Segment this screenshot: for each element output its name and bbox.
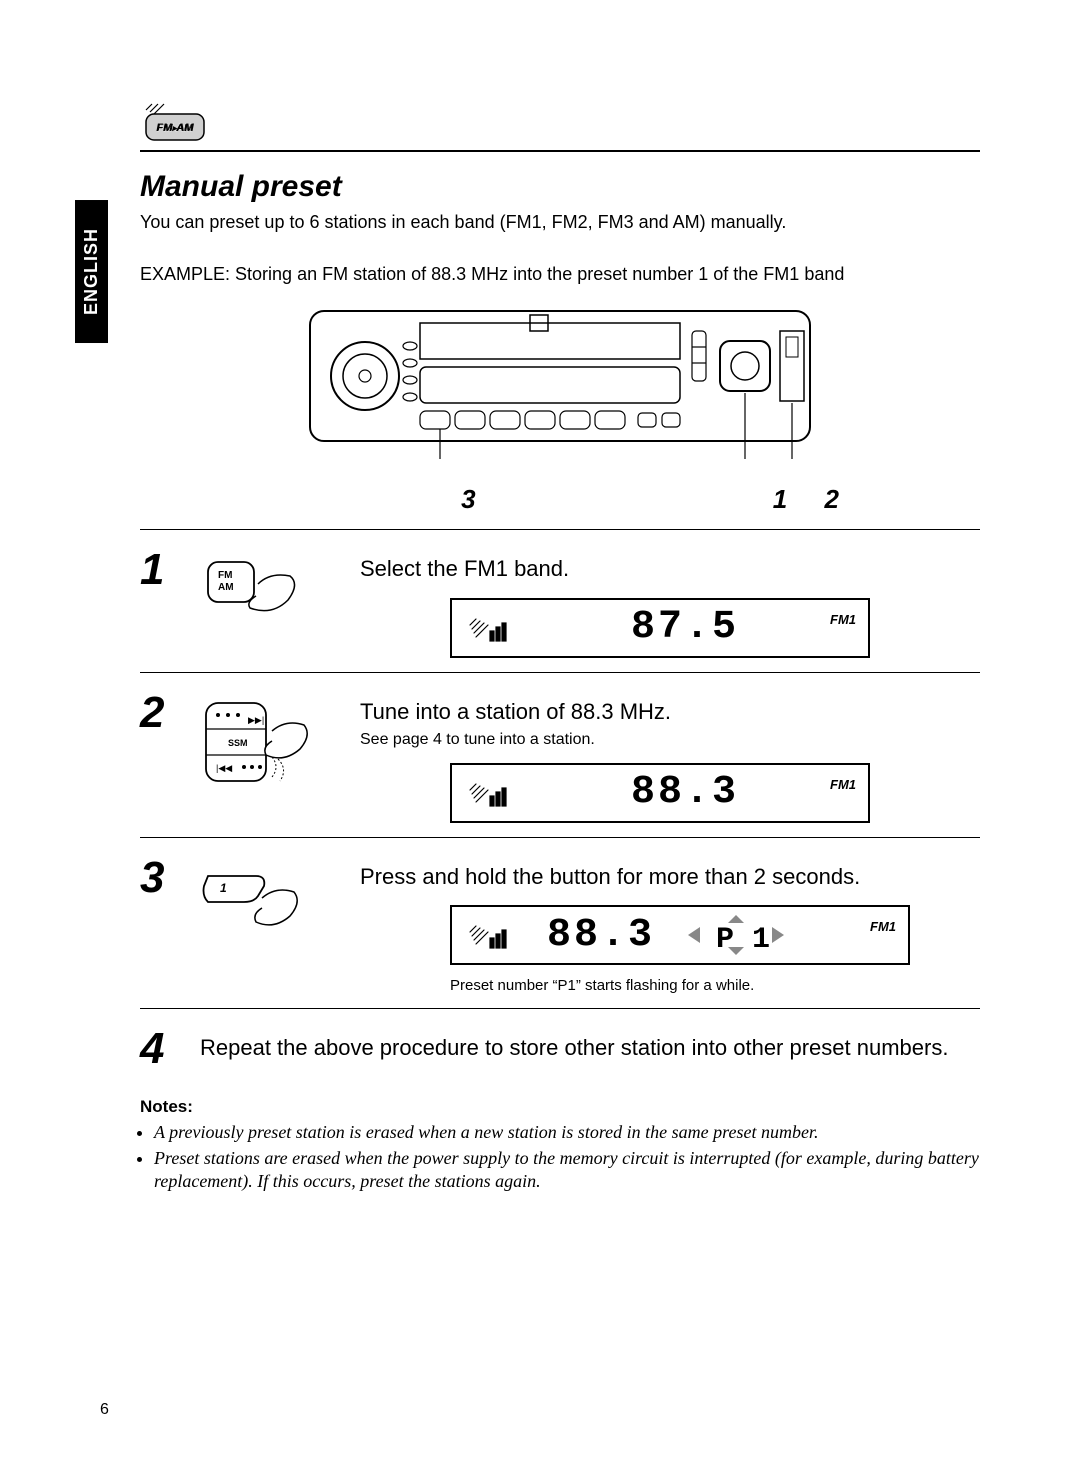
step-4-text: Repeat the above procedure to store othe… (200, 1033, 980, 1063)
step-number: 3 (140, 856, 200, 900)
step-2-text: Tune into a station of 88.3 MHz. (360, 697, 980, 727)
step-1: 1 FM AM Select the FM1 band. (140, 530, 980, 658)
flash-arrows-icon: P 1 (686, 913, 786, 957)
step-3: 3 1 Press and hold the button for more t… (140, 838, 980, 995)
notes-list: A previously preset station is erased wh… (140, 1121, 980, 1193)
signal-icon (466, 776, 516, 810)
language-tab: ENGLISH (75, 200, 108, 343)
step-number: 1 (140, 548, 200, 592)
svg-text:▶▶|: ▶▶| (248, 715, 264, 725)
callout-1: 1 (773, 484, 787, 515)
svg-text:SSM: SSM (228, 738, 248, 748)
step-4: 4 Repeat the above procedure to store ot… (140, 1009, 980, 1071)
step-2-icon: ▶▶| SSM |◀◀ (200, 691, 360, 797)
step-number: 2 (140, 691, 200, 735)
lcd-frequency: 88.3 (516, 770, 854, 815)
top-horizontal-rule (140, 150, 980, 152)
note-item: A previously preset station is erased wh… (154, 1121, 980, 1144)
step-2-subtext: See page 4 to tune into a station. (360, 731, 980, 749)
step-1-text: Select the FM1 band. (360, 554, 980, 584)
callout-2: 2 (824, 484, 838, 515)
lcd-band: FM1 (870, 919, 896, 934)
callout-3: 3 (461, 484, 475, 515)
note-item: Preset stations are erased when the powe… (154, 1147, 980, 1194)
step-3-caption: Preset number “P1” starts flashing for a… (450, 977, 980, 994)
lcd-band: FM1 (830, 612, 856, 627)
svg-text:AM: AM (218, 582, 234, 593)
lcd-display-2: 88.3 FM1 (450, 763, 870, 823)
fm-am-badge: FM AM FM▸AM (140, 100, 210, 149)
step-2: 2 ▶▶| SSM |◀◀ Tune into a station of 88.… (140, 673, 980, 823)
lcd-display-1: 87.5 FM1 (450, 598, 870, 658)
svg-text:FM: FM (218, 570, 232, 581)
signal-icon (466, 611, 516, 645)
lcd-frequency: 87.5 (516, 605, 854, 650)
svg-text:P 1: P 1 (716, 923, 770, 957)
signal-icon (466, 918, 516, 952)
diagram-callouts: 3 1 2 (140, 484, 980, 515)
section-title: Manual preset (140, 170, 980, 204)
lcd-band: FM1 (830, 777, 856, 792)
intro-text: You can preset up to 6 stations in each … (140, 210, 980, 234)
step-3-icon: 1 (200, 856, 360, 947)
radio-unit-diagram: 3 1 2 (140, 301, 980, 515)
example-text: EXAMPLE: Storing an FM station of 88.3 M… (140, 264, 980, 285)
svg-text:|◀◀: |◀◀ (216, 763, 232, 773)
lcd-display-3: 88.3 P 1 FM1 (450, 905, 910, 965)
notes-heading: Notes: (140, 1097, 980, 1117)
svg-text:1: 1 (220, 881, 227, 895)
step-number: 4 (140, 1027, 200, 1071)
lcd-frequency: 88.3 (516, 913, 686, 958)
step-1-icon: FM AM (200, 548, 360, 639)
svg-text:FM▸AM: FM▸AM (156, 122, 194, 134)
step-3-text: Press and hold the button for more than … (360, 862, 980, 892)
page-number: 6 (100, 1401, 109, 1419)
